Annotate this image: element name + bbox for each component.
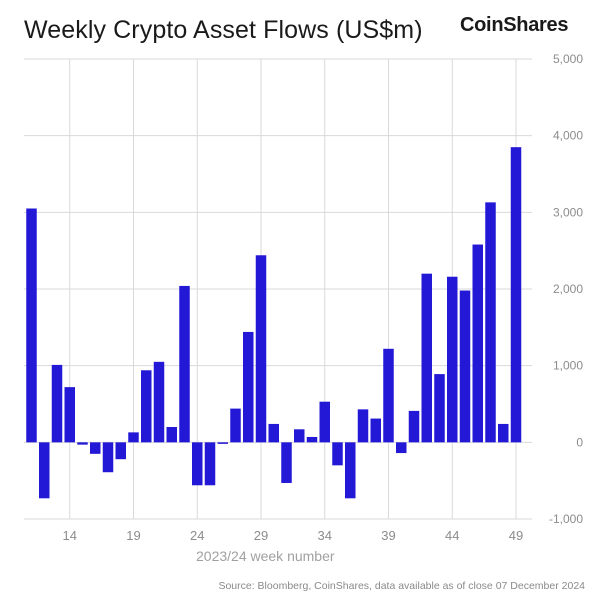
x-tick-label: 44 [445,528,459,543]
bar-week-44 [447,276,458,443]
bar-week-13 [51,364,63,443]
bar-week-31 [281,442,292,483]
bar-week-41 [408,410,420,443]
y-tick-label: 1,000 [553,359,583,373]
coinshares-logo: CoinShares [460,14,569,36]
bar-week-12 [39,442,50,499]
x-tick-label: 49 [509,528,523,543]
bar-week-15 [77,442,88,445]
bar-week-42 [421,273,432,443]
bar-week-40 [396,442,407,454]
y-tick-label: -1,000 [549,512,583,526]
bar-week-16 [90,442,101,454]
y-tick-label: 5,000 [553,52,583,66]
y-axis-ticks: -1,000 0 1,000 2,000 3,000 4,000 5,000 [549,52,583,526]
bar-week-39 [383,348,394,443]
x-tick-label: 39 [381,528,395,543]
bar-week-48 [498,423,509,443]
bar-week-14 [64,387,75,443]
bar-week-38 [370,418,381,443]
bar-week-17 [102,442,114,473]
bar-week-46 [472,244,483,443]
x-axis-ticks: 14 19 24 29 34 39 44 49 [63,528,524,543]
x-tick-label: 14 [63,528,77,543]
bar-week-34 [319,401,330,443]
bar-week-22 [166,427,177,443]
bar-week-27 [230,408,241,443]
x-tick-label: 24 [190,528,204,543]
bar-week-49 [510,147,522,443]
bar-week-33 [306,436,318,443]
bar-week-24 [192,442,203,486]
bar-week-37 [357,409,369,443]
x-tick-label: 29 [254,528,268,543]
y-tick-label: 4,000 [553,129,583,143]
bar-week-25 [204,442,216,486]
x-tick-label: 19 [126,528,140,543]
bar-week-29 [255,255,267,443]
x-tick-label: 34 [318,528,332,543]
bar-week-43 [434,374,445,443]
bar-week-21 [153,361,165,443]
bar-week-19 [128,432,139,443]
bar-week-45 [459,290,471,443]
y-tick-label: 2,000 [553,282,583,296]
bar-week-47 [485,202,496,443]
bar-series [26,147,522,499]
bar-week-23 [179,285,190,443]
bar-week-32 [294,429,305,443]
bar-week-36 [345,442,356,499]
y-tick-label: 0 [576,435,583,449]
bar-week-26 [217,442,228,444]
x-axis-label: 2023/24 week number [196,548,335,564]
bar-week-11 [26,208,37,443]
bar-week-18 [115,442,126,460]
chart-title: Weekly Crypto Asset Flows (US$m) [24,16,423,44]
y-tick-label: 3,000 [553,205,583,219]
bar-week-20 [141,370,152,443]
bar-week-35 [332,442,343,466]
bar-week-30 [268,423,279,443]
source-note: Source: Bloomberg, CoinShares, data avai… [218,580,585,592]
bar-week-28 [243,331,254,443]
